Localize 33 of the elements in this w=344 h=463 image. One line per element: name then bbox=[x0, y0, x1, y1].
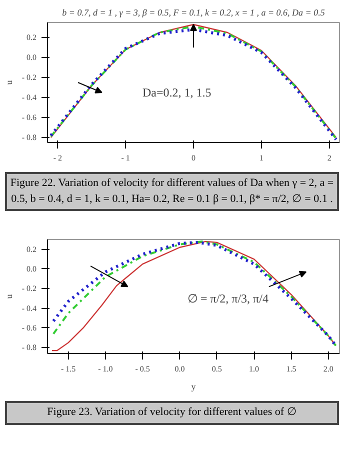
y-tick-label: - 0.4 bbox=[22, 304, 37, 314]
y-tick-label: - 0.2 bbox=[22, 284, 37, 294]
x-tick-label: - 1 bbox=[121, 154, 130, 162]
y-tick-label: 0.2 bbox=[26, 33, 36, 42]
y-tick-label: - 0.4 bbox=[22, 93, 37, 102]
x-tick-label: 1.5 bbox=[286, 364, 296, 374]
x-tick-label: 1.0 bbox=[249, 364, 260, 374]
x-tick-label: 2 bbox=[327, 154, 332, 162]
caption: Figure 22. Variation of velocity for different values of Da when γ = 2, a = 0.5, b = 0.4, d = 1, k = 0.1, Ha= 0.2, Re = 0.1 β = 0.1, β* = π/2, ∅ = 0.1 . bbox=[9, 176, 335, 207]
x-tick-label: 0 bbox=[192, 154, 196, 162]
chart-title: b = 0.7, d = 1 , γ = 3, β = 0.5, F = 0.1, k = 0.2, x = 1 , a = 0.6, Da = 0.5 bbox=[62, 8, 326, 18]
y-axis-title: u bbox=[4, 80, 14, 85]
x-tick-label: 2.0 bbox=[323, 364, 334, 374]
annotation: ∅ = π/2, π/3, π/4 bbox=[188, 292, 268, 306]
x-tick-label: - 2 bbox=[53, 154, 62, 162]
y-tick-label: - 0.2 bbox=[22, 73, 37, 82]
y-tick-label: 0.0 bbox=[26, 53, 36, 62]
y-axis-title: u bbox=[4, 294, 14, 300]
x-axis-title: y bbox=[191, 382, 196, 392]
y-tick-label: - 0.6 bbox=[22, 324, 37, 333]
y-tick-label: - 0.8 bbox=[22, 133, 37, 142]
y-tick-label: - 0.8 bbox=[22, 344, 37, 353]
annotation: Da=0.2, 1, 1.5 bbox=[142, 86, 212, 100]
x-tick-label: - 0.5 bbox=[135, 364, 150, 374]
caption: Figure 23. Variation of velocity for different values of ∅ bbox=[47, 405, 297, 420]
x-tick-label: - 1.0 bbox=[98, 364, 113, 374]
x-tick-label: - 1.5 bbox=[60, 364, 76, 374]
y-tick-label: - 0.6 bbox=[22, 113, 37, 122]
x-tick-label: 0.5 bbox=[212, 364, 222, 374]
y-tick-label: 0.2 bbox=[26, 245, 36, 254]
x-tick-label: 0.0 bbox=[174, 364, 185, 374]
y-tick-label: 0.0 bbox=[26, 264, 36, 274]
x-tick-label: 1 bbox=[259, 154, 264, 162]
